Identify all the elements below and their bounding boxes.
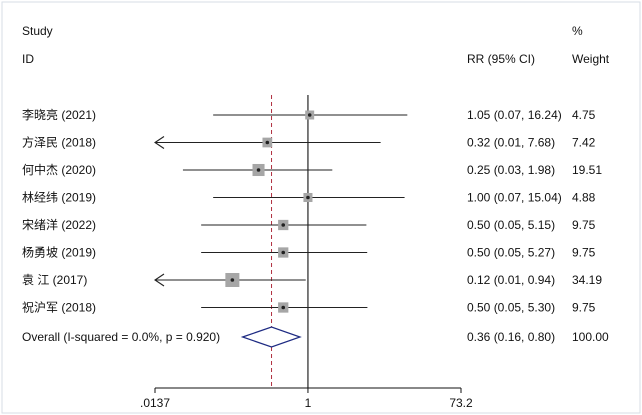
x-tick-label: 73.2: [449, 396, 473, 410]
point-estimate: [281, 223, 286, 227]
study-label: 祝沪军 (2018): [22, 301, 96, 315]
weight-text: 4.88: [572, 191, 596, 205]
weight-text: 9.75: [572, 218, 596, 232]
weight-text: 7.42: [572, 136, 596, 150]
ci-text: 0.25 (0.03, 1.98): [467, 163, 555, 177]
study-row: 宋绪洋 (2022) 0.50 (0.05, 5.15) 9.75: [22, 217, 596, 232]
header-study: Study: [22, 24, 53, 38]
study-row: 林经纬 (2019) 1.00 (0.07, 15.04) 4.88: [22, 191, 596, 205]
x-tick-label: .0137: [140, 396, 170, 410]
header-weight-percent: %: [572, 24, 583, 38]
study-label: 杨勇坡 (2019): [22, 245, 96, 260]
study-label: 方泽民 (2018): [22, 135, 96, 150]
overall-label: Overall (I-squared = 0.0%, p = 0.920): [22, 330, 220, 344]
weight-text: 9.75: [572, 301, 596, 315]
point-estimate: [281, 305, 286, 310]
overall-diamond: [240, 326, 302, 348]
study-row: 祝沪军 (2018) 0.50 (0.05, 5.30) 9.75: [22, 301, 596, 315]
study-row: 李晓亮 (2021) 1.05 (0.07, 16.24) 4.75: [22, 107, 596, 122]
ci-text: 1.00 (0.07, 15.04): [467, 191, 562, 205]
weight-text: 19.51: [572, 163, 602, 177]
ci-text: 0.32 (0.01, 7.68): [467, 136, 555, 150]
study-label: 李晓亮 (2021): [22, 107, 96, 122]
header-id: ID: [22, 52, 34, 66]
overall-ci-text: 0.36 (0.16, 0.80): [467, 330, 555, 344]
ci-text: 0.50 (0.05, 5.15): [467, 218, 555, 232]
ci-arrow-left: [154, 273, 165, 287]
study-row: 杨勇坡 (2019) 0.50 (0.05, 5.27) 9.75: [22, 245, 596, 260]
x-tick-label: 1: [305, 396, 312, 410]
header-weight: Weight: [572, 52, 610, 66]
point-estimate: [265, 140, 270, 145]
study-label: 何中杰 (2020): [22, 162, 96, 177]
study-row: 袁 江 (2017) 0.12 (0.01, 0.94) 34.19: [22, 273, 602, 287]
weight-text: 9.75: [572, 246, 596, 260]
x-axis: .0137 1 73.2: [140, 387, 473, 410]
study-label: 袁 江 (2017): [22, 273, 87, 287]
ci-arrow-left: [154, 136, 165, 149]
point-estimate: [306, 195, 310, 200]
ci-text: 0.12 (0.01, 0.94): [467, 273, 555, 287]
study-rows: 李晓亮 (2021) 1.05 (0.07, 16.24) 4.75 方泽民 (201…: [22, 107, 602, 315]
study-row: 何中杰 (2020) 0.25 (0.03, 1.98) 19.51: [22, 162, 602, 177]
study-label: 林经纬 (2019): [22, 191, 96, 205]
overall-row: Overall (I-squared = 0.0%, p = 0.920) 0.…: [22, 326, 609, 348]
header-effect: RR (95% CI): [467, 52, 535, 66]
point-estimate: [307, 113, 312, 117]
point-estimate: [230, 278, 235, 282]
study-label: 宋绪洋 (2022): [22, 217, 96, 232]
weight-text: 34.19: [572, 273, 602, 287]
weight-text: 4.75: [572, 108, 596, 122]
ci-text: 0.50 (0.05, 5.27): [467, 246, 555, 260]
overall-weight-text: 100.00: [572, 330, 609, 344]
ci-text: 0.50 (0.05, 5.30): [467, 301, 555, 315]
ci-text: 1.05 (0.07, 16.24): [467, 108, 562, 122]
study-row: 方泽民 (2018) 0.32 (0.01, 7.68) 7.42: [22, 135, 596, 150]
point-estimate: [256, 168, 261, 172]
point-estimate: [281, 250, 286, 255]
